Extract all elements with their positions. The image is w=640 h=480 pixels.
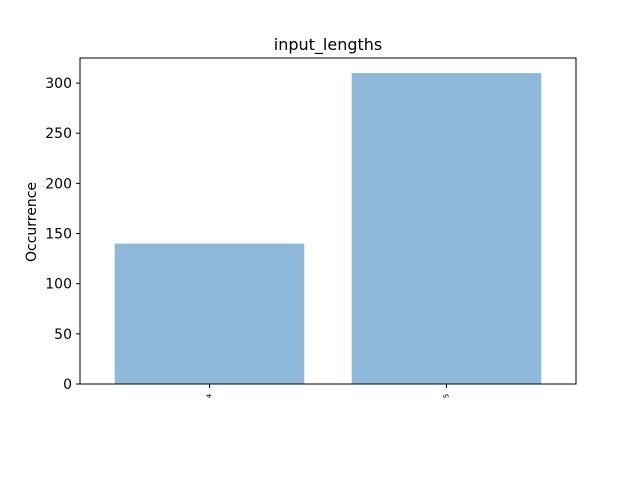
y-axis-title: Occurrence [24, 182, 40, 262]
bar-5 [351, 73, 542, 385]
bar-4 [114, 243, 305, 384]
x-tick-label-5: 5 [443, 394, 451, 398]
y-tick-label-0: 0 [63, 377, 72, 393]
y-tick-label-100: 100 [45, 277, 72, 293]
y-tick-label-150: 150 [45, 227, 72, 243]
y-tick-label-200: 200 [45, 176, 72, 192]
y-tick-label-250: 250 [45, 126, 72, 142]
chart-title: input_lengths [274, 35, 383, 55]
y-tick-label-50: 50 [54, 327, 72, 343]
plot-frame [79, 57, 577, 385]
x-tick-label-4: 4 [206, 393, 214, 398]
y-tick-label-300: 300 [45, 76, 72, 92]
